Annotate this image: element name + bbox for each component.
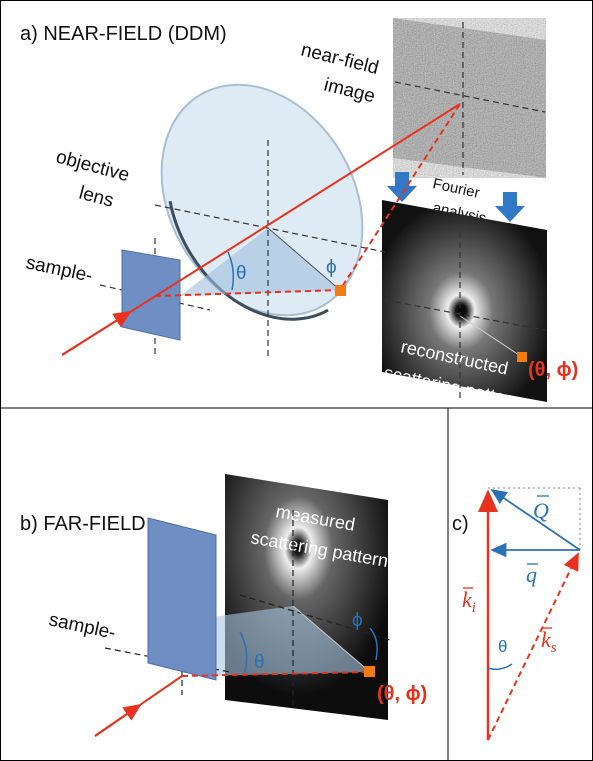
angle-label: (θ, ϕ): [528, 359, 578, 381]
angle-arc: [488, 664, 512, 669]
q-label: q: [526, 562, 537, 587]
arrow: [387, 172, 417, 202]
noise: [393, 18, 546, 178]
label: objective: [54, 147, 132, 187]
k-i-label: ki: [462, 587, 476, 616]
ray: [62, 312, 130, 355]
theta: θ: [254, 652, 265, 673]
theta: θ: [498, 637, 507, 656]
label: sample-: [47, 609, 117, 644]
marker: [364, 666, 375, 677]
sample: [122, 250, 180, 340]
phi: ϕ: [352, 610, 363, 631]
ray: [95, 705, 140, 736]
panel-title: c): [452, 513, 469, 535]
phi: ϕ: [326, 257, 337, 278]
k-s-label: ks: [541, 627, 557, 656]
label: lens: [77, 183, 116, 212]
panel-title: b) FAR-FIELD: [20, 513, 146, 535]
theta: θ: [236, 263, 247, 284]
label: image: [322, 74, 377, 107]
label: near-field: [299, 39, 381, 79]
marker: [517, 352, 527, 362]
subscript: i: [472, 600, 476, 616]
subscript: s: [551, 640, 557, 656]
sample: [148, 518, 216, 680]
Q-label: Q: [533, 498, 549, 523]
angle-label: (θ, ϕ): [377, 683, 427, 705]
arrow: [495, 192, 525, 222]
label: Fourier: [431, 175, 481, 202]
panel-title: a) NEAR-FIELD (DDM): [20, 23, 227, 45]
figure: a) NEAR-FIELD (DDM) near-field image Fou…: [0, 0, 593, 761]
marker: [335, 285, 346, 296]
label: sample-: [24, 252, 94, 287]
